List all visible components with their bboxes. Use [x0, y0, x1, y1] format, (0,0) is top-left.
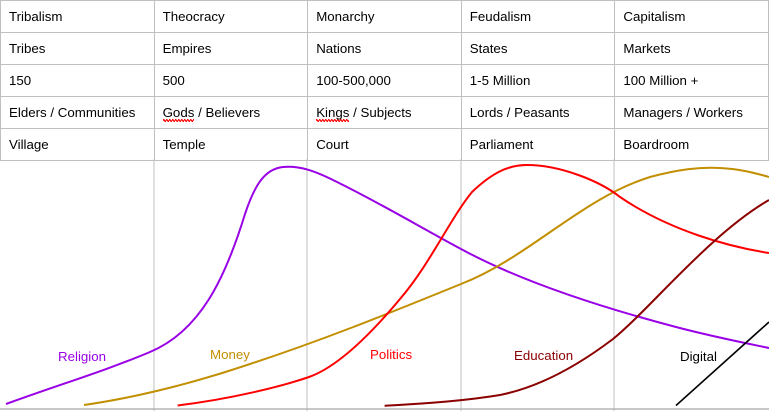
svg-text:Politics: Politics [370, 347, 412, 362]
svg-text:Education: Education [514, 348, 573, 363]
svg-text:Digital: Digital [680, 349, 717, 364]
svg-text:Religion: Religion [58, 349, 106, 364]
svg-text:Money: Money [210, 347, 250, 362]
